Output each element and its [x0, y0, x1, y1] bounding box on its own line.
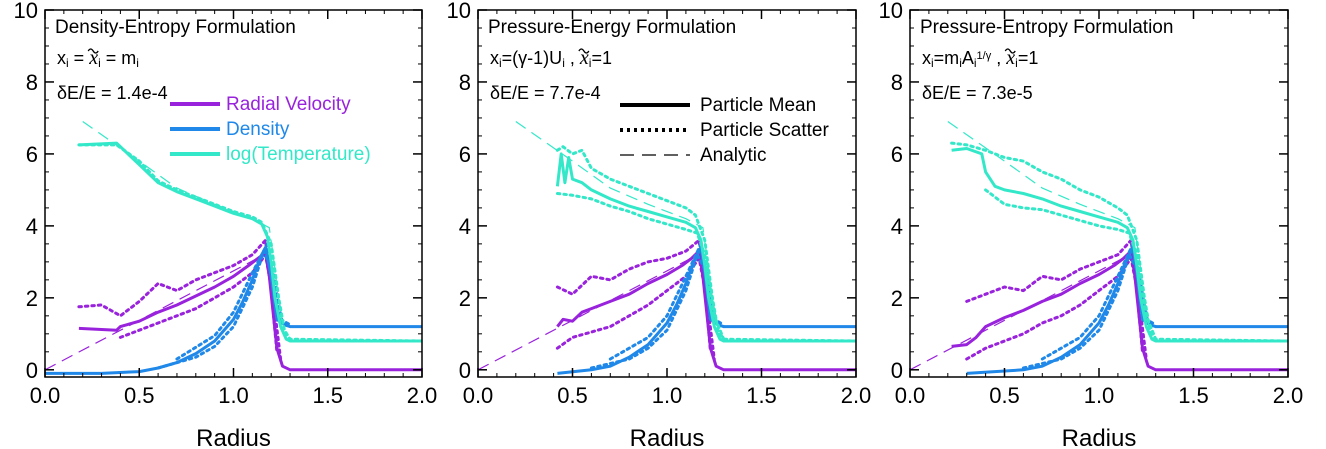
x-axis-label: Radius [196, 425, 271, 449]
y-tick-label: 10 [879, 0, 903, 23]
energy-error-annotation: δE/E = 7.3e-5 [922, 83, 1033, 103]
series-density-scatter-5 [589, 253, 726, 370]
x-tick-label: 0.5 [989, 383, 1020, 408]
series-radial-velocity-scatter-2 [118, 253, 283, 361]
panel-title: Pressure-Energy Formulation [488, 17, 736, 38]
legend-style-label: Particle Scatter [700, 120, 829, 141]
y-tick-label: 4 [459, 214, 471, 239]
x-tick-label: 0.0 [30, 383, 61, 408]
series-log-temperature-analytic-10 [515, 121, 856, 342]
y-tick-label: 10 [14, 0, 38, 23]
series-log-temperature-analytic-9 [82, 121, 422, 342]
tilde-mark [578, 48, 590, 54]
tilde-mark [1004, 48, 1016, 54]
tilde-mark [87, 48, 99, 54]
x-tick-label: 0.5 [124, 383, 155, 408]
series-log-temperature-mean-7 [951, 147, 1288, 343]
x-tick-label: 1.5 [1178, 383, 1209, 408]
x-axis-label: Radius [630, 425, 705, 449]
legend-style-label: Particle Mean [700, 95, 816, 116]
y-tick-label: 6 [459, 142, 471, 167]
panel-3: 0.0 0.5 1.0 1.5 2.0 0 2 4 6 8 10 Radius Pressure-Ent… [879, 0, 1304, 449]
series-radial-velocity-analytic-3 [910, 250, 1138, 371]
series-density-mean-4 [966, 246, 1288, 375]
series-radial-velocity-analytic-3 [45, 250, 272, 371]
legend-series: Radial Velocity Density log(Temperature) [170, 94, 371, 165]
x-tick-label: 1.0 [1084, 383, 1115, 408]
panel-title: Pressure-Entropy Formulation [920, 17, 1173, 38]
y-tick-label: 0 [26, 358, 38, 383]
x-tick-label: 0.5 [557, 383, 588, 408]
x-tick-label: 1.5 [312, 383, 343, 408]
y-tick-label: 2 [459, 286, 471, 311]
panel-2: 0.0 0.5 1.0 1.5 2.0 0 2 4 6 8 10 Radius Pressure-Ene… [447, 0, 872, 449]
formula-annotation: xi=(γ-1)Ui , xi=1 [490, 47, 612, 70]
y-tick-label: 0 [891, 358, 903, 383]
y-tick-label: 2 [26, 286, 38, 311]
series-log-temperature-mean-7 [555, 152, 856, 343]
series-density-scatter-6 [1040, 242, 1158, 361]
y-tick-label: 6 [891, 142, 903, 167]
x-tick-label: 1.0 [652, 383, 683, 408]
formula-annotation: xi = xi = mi [57, 47, 139, 70]
series-radial-velocity-analytic-3 [478, 250, 706, 371]
y-tick-label: 6 [26, 142, 38, 167]
y-tick-label: 10 [447, 0, 471, 23]
legend-label: Radial Velocity [226, 94, 351, 115]
y-tick-label: 4 [891, 214, 903, 239]
series-log-temperature-mean-7 [78, 141, 422, 343]
legend-styles: Particle Mean Particle Scatter Analytic [620, 95, 829, 166]
series-radial-velocity-scatter-2 [555, 256, 716, 361]
series-radial-velocity-scatter-2 [965, 256, 1148, 361]
y-tick-label: 8 [459, 70, 471, 95]
x-tick-label: 2.0 [841, 383, 872, 408]
series-log-temperature-scatter-8 [950, 141, 1288, 343]
formula-annotation: xi=miAi1/γ , xi=1 [922, 47, 1038, 70]
series-group [478, 121, 856, 375]
series-radial-velocity-scatter-1 [77, 238, 279, 354]
legend-style-label: Analytic [700, 145, 767, 166]
y-tick-label: 4 [26, 214, 38, 239]
energy-error-annotation: δE/E = 1.4e-4 [57, 83, 168, 103]
legend-label: log(Temperature) [226, 144, 371, 165]
panel-title: Density-Entropy Formulation [55, 17, 296, 38]
x-tick-label: 0.0 [463, 383, 494, 408]
series-density-scatter-5 [1021, 253, 1158, 370]
series-log-temperature-scatter-9 [555, 192, 726, 341]
x-tick-label: 0.0 [895, 383, 926, 408]
series-log-temperature-scatter-8 [77, 143, 422, 343]
y-tick-label: 2 [891, 286, 903, 311]
series-log-temperature-scatter-9 [984, 188, 1158, 341]
series-density-scatter-6 [608, 242, 726, 361]
x-tick-label: 2.0 [407, 383, 438, 408]
x-tick-label: 2.0 [1273, 383, 1304, 408]
y-tick-label: 0 [459, 358, 471, 383]
x-tick-label: 1.0 [218, 383, 249, 408]
legend-label: Density [226, 119, 290, 140]
series-radial-velocity-mean-0 [556, 249, 856, 372]
x-axis-label: Radius [1062, 425, 1137, 449]
y-tick-label: 8 [26, 70, 38, 95]
energy-error-annotation: δE/E = 7.7e-4 [490, 83, 601, 103]
panel-1: 0.0 0.5 1.0 1.5 2.0 0 2 4 6 8 10 Radius Density-Entr… [14, 0, 438, 449]
series-group [910, 121, 1288, 375]
series-log-temperature-analytic-10 [947, 121, 1288, 342]
x-tick-label: 1.5 [746, 383, 777, 408]
y-tick-label: 8 [891, 70, 903, 95]
series-radial-velocity-mean-0 [78, 251, 422, 372]
series-radial-velocity-scatter-1 [965, 238, 1144, 354]
series-group [45, 121, 422, 375]
